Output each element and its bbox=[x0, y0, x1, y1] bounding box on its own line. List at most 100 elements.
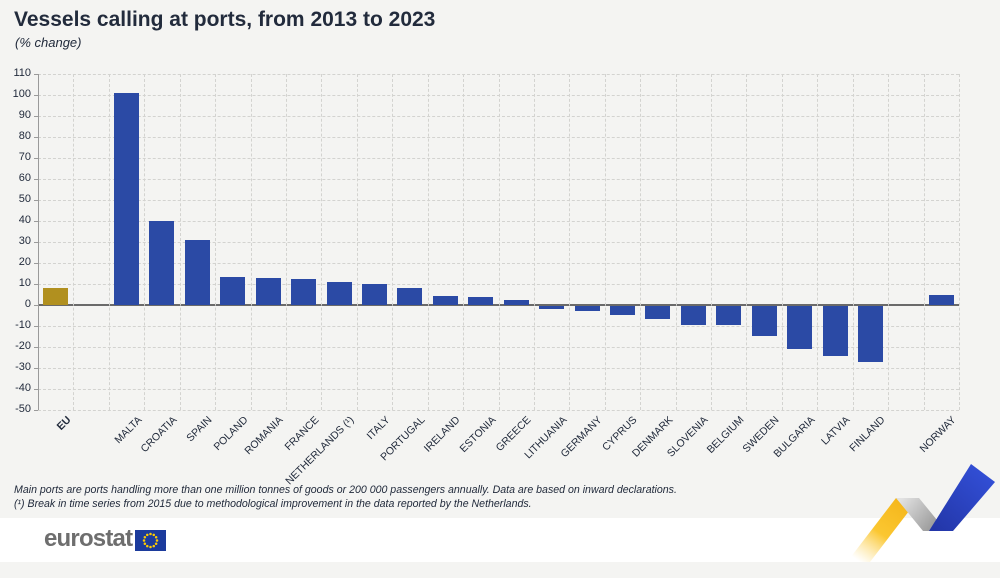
y-axis-label-80: 80 bbox=[18, 130, 31, 142]
gridline-v-26 bbox=[959, 74, 960, 410]
gridline-v-12 bbox=[463, 74, 465, 410]
gridline-v-24 bbox=[888, 74, 890, 410]
y-tick-40 bbox=[34, 221, 38, 222]
y-axis-label-90: 90 bbox=[18, 109, 31, 121]
gridline-v-7 bbox=[285, 74, 287, 410]
gridline-v-21 bbox=[781, 74, 783, 410]
y-axis-label--20: -20 bbox=[15, 340, 31, 352]
gridline-v-3 bbox=[144, 74, 146, 410]
bar-cyprus bbox=[609, 306, 635, 316]
y-axis-label--40: -40 bbox=[15, 382, 31, 394]
gridline-v-13 bbox=[498, 74, 500, 410]
chart-title: Vessels calling at ports, from 2013 to 2… bbox=[14, 8, 436, 31]
gridline-v-25 bbox=[923, 74, 925, 410]
y-tick-100 bbox=[34, 95, 38, 96]
gridline-v-1 bbox=[73, 74, 75, 410]
gridline-v-6 bbox=[250, 74, 252, 410]
y-axis-label-30: 30 bbox=[18, 235, 31, 247]
y-tick-70 bbox=[34, 158, 38, 159]
gridline-v-23 bbox=[852, 74, 854, 410]
gridline-v-9 bbox=[356, 74, 358, 410]
y-axis-label--50: -50 bbox=[15, 403, 31, 415]
y-axis-line bbox=[38, 74, 39, 410]
y-tick-20 bbox=[34, 263, 38, 264]
eu-flag-icon bbox=[135, 529, 167, 551]
bar-denmark bbox=[645, 306, 671, 319]
y-tick-90 bbox=[34, 116, 38, 117]
bar-croatia bbox=[149, 221, 175, 305]
bar-spain bbox=[184, 239, 210, 305]
bar-finland bbox=[857, 306, 883, 362]
gridline-v-15 bbox=[569, 74, 571, 410]
gridline-v-20 bbox=[746, 74, 748, 410]
bar-germany bbox=[574, 306, 600, 312]
bar-netherlands bbox=[326, 281, 352, 305]
y-tick-60 bbox=[34, 179, 38, 180]
gridline-h--50 bbox=[38, 410, 959, 411]
bar-portugal bbox=[397, 288, 423, 305]
bar-italy bbox=[362, 284, 388, 305]
footnotes: Main ports are ports handling more than … bbox=[14, 483, 677, 511]
gridline-v-4 bbox=[179, 74, 181, 410]
bar-malta bbox=[114, 92, 140, 305]
eurostat-logo: eurostat bbox=[44, 525, 167, 552]
y-axis-label-0: 0 bbox=[24, 298, 31, 310]
bar-latvia bbox=[822, 306, 848, 357]
footer-strip bbox=[0, 518, 1000, 562]
gridline-v-2 bbox=[108, 74, 110, 410]
bar-poland bbox=[220, 276, 246, 305]
y-tick--50 bbox=[34, 410, 38, 411]
gridline-v-18 bbox=[675, 74, 677, 410]
y-tick--20 bbox=[34, 347, 38, 348]
y-axis-label-50: 50 bbox=[18, 193, 31, 205]
y-tick--10 bbox=[34, 326, 38, 327]
y-tick-80 bbox=[34, 137, 38, 138]
y-axis-label-40: 40 bbox=[18, 214, 31, 226]
gridline-v-5 bbox=[215, 74, 217, 410]
gridline-v-11 bbox=[427, 74, 429, 410]
chart-subtitle: (% change) bbox=[15, 35, 82, 50]
trend-arrow-ribbon-decoration bbox=[847, 464, 995, 562]
y-axis-label-20: 20 bbox=[18, 256, 31, 268]
bar-romania bbox=[255, 277, 281, 305]
y-tick--30 bbox=[34, 368, 38, 369]
bar-bulgaria bbox=[787, 306, 813, 350]
gridline-v-17 bbox=[640, 74, 642, 410]
gridline-v-16 bbox=[604, 74, 606, 410]
bar-chart-plot-area: -50 -40 -30 -20 -10 0 10 20 30 40 50 60 70 80 90 100 110… bbox=[12, 67, 960, 487]
ribbon-yellow-segment bbox=[847, 498, 919, 562]
footnote-line-2: (¹) Break in time series from 2015 due t… bbox=[14, 498, 532, 510]
y-tick--40 bbox=[34, 389, 38, 390]
y-axis-label-60: 60 bbox=[18, 172, 31, 184]
y-tick-110 bbox=[34, 74, 38, 75]
y-tick-30 bbox=[34, 242, 38, 243]
gridline-v-8 bbox=[321, 74, 323, 410]
bar-eu bbox=[43, 288, 69, 305]
bar-estonia bbox=[468, 296, 494, 305]
y-tick-50 bbox=[34, 200, 38, 201]
bar-belgium bbox=[716, 306, 742, 325]
gridline-v-19 bbox=[711, 74, 713, 410]
bar-lithuania bbox=[539, 306, 565, 310]
ribbon-blue-segment bbox=[929, 464, 995, 531]
bar-france bbox=[291, 278, 317, 305]
y-axis-label--30: -30 bbox=[15, 361, 31, 373]
bar-greece bbox=[503, 299, 529, 305]
gridline-v-14 bbox=[533, 74, 535, 410]
y-axis-label-100: 100 bbox=[12, 88, 31, 100]
bar-norway bbox=[928, 294, 954, 305]
footnote-line-1: Main ports are ports handling more than … bbox=[14, 484, 677, 496]
y-tick-10 bbox=[34, 284, 38, 285]
gridline-v-22 bbox=[817, 74, 819, 410]
ribbon-gray-segment bbox=[896, 498, 946, 531]
gridline-v-10 bbox=[392, 74, 394, 410]
y-tick-0 bbox=[34, 305, 38, 306]
bar-slovenia bbox=[680, 306, 706, 325]
bar-sweden bbox=[751, 306, 777, 337]
bar-ireland bbox=[432, 295, 458, 305]
y-axis-label-70: 70 bbox=[18, 151, 31, 163]
eurostat-logo-text: eurostat bbox=[44, 525, 133, 552]
y-axis-label--10: -10 bbox=[15, 319, 31, 331]
y-axis-label-10: 10 bbox=[18, 277, 31, 289]
y-axis-label-110: 110 bbox=[13, 67, 31, 79]
